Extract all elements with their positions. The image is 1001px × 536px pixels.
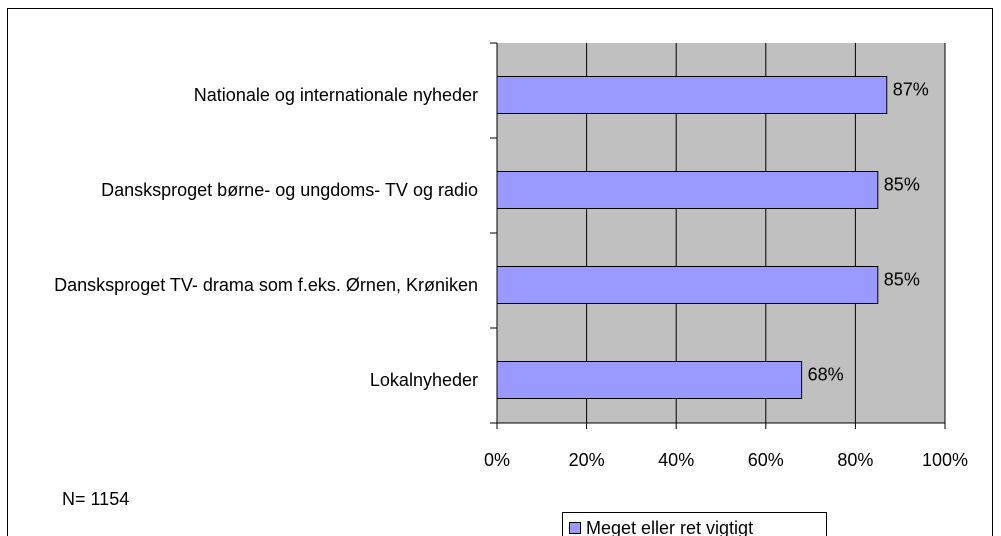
y-tick-label: Dansksproget TV- drama som f.eks. Ørnen,… <box>18 237 478 332</box>
x-tick-label: 60% <box>748 450 784 470</box>
value-label: 87% <box>893 79 929 99</box>
category-text: Dansksproget TV- drama som f.eks. Ørnen,… <box>54 274 478 295</box>
value-label: 85% <box>884 269 920 289</box>
bar <box>496 171 879 209</box>
y-tick-label: Dansksproget børne- og ungdoms- TV og ra… <box>18 142 478 237</box>
bar <box>496 76 888 114</box>
legend-box <box>562 512 827 536</box>
bar <box>496 361 803 399</box>
category-text: Dansksproget børne- og ungdoms- TV og ra… <box>101 179 478 200</box>
value-label: 85% <box>884 174 920 194</box>
frame <box>7 8 993 536</box>
legend-label: Meget eller ret vigtigt <box>586 518 753 536</box>
x-tick-label: 20% <box>569 450 605 470</box>
category-text: Lokalnyheder <box>369 369 478 390</box>
category-text: Nationale og internationale nyheder <box>193 84 478 105</box>
x-tick-label: 80% <box>837 450 873 470</box>
x-tick-label: 100% <box>922 450 968 470</box>
value-label: 68% <box>808 364 844 384</box>
annotation: N= 1154 <box>62 489 129 509</box>
x-tick-label: 0% <box>484 450 510 470</box>
bar <box>496 266 879 304</box>
y-tick-label: Nationale og internationale nyheder <box>18 47 478 142</box>
legend-swatch <box>569 522 581 534</box>
x-tick-label: 40% <box>658 450 694 470</box>
y-tick-label: Lokalnyheder <box>18 332 478 427</box>
